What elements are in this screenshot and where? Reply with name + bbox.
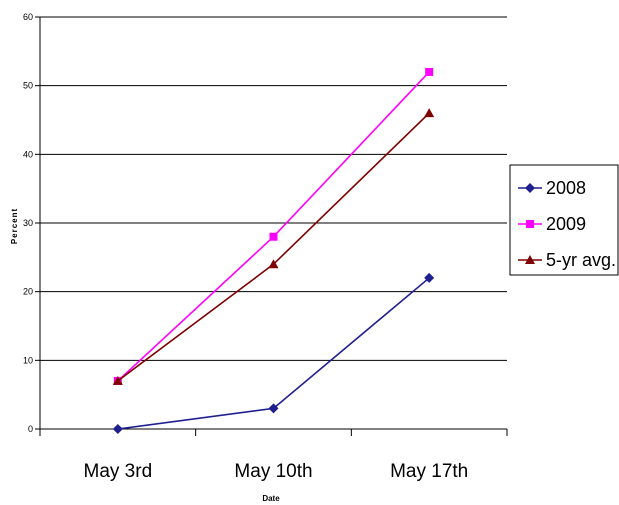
y-tick-label: 20 [23,287,33,297]
legend-label: 5-yr avg. [546,250,616,270]
series-5-yr-avg- [112,108,435,385]
legend-entry: 2009 [518,214,586,234]
legend-entry: 5-yr avg. [518,250,616,270]
point-marker [424,108,435,118]
x-category-label: May 10th [234,461,312,482]
legend-label: 2008 [546,178,586,198]
point-marker [425,67,434,76]
series-line [117,71,430,382]
x-category-label: May 3rd [84,461,153,482]
legend-entry: 2008 [518,178,586,198]
axes [39,17,508,436]
y-tick-label: 10 [23,355,33,365]
point-marker [269,232,278,241]
y-tick-label: 30 [23,218,33,228]
point-marker [112,375,123,385]
legend: 2008 2009 5-yr avg. [509,164,619,276]
point-marker [525,255,535,264]
series-2009 [113,67,434,385]
y-tick-label: 50 [23,81,33,91]
point-marker [525,183,535,193]
series-line [117,112,430,382]
x-axis-label: Date [262,494,280,503]
x-axis-categories: May 3rd May 10th May 17th [84,461,469,482]
point-marker [526,220,534,228]
point-marker [268,403,279,414]
x-category-label: May 17th [390,461,468,482]
gridlines [40,16,507,361]
point-marker [424,272,435,283]
y-axis-ticks: 0 10 20 30 40 50 60 [23,12,40,434]
y-tick-label: 40 [23,149,33,159]
series-group [112,67,435,434]
y-axis-label: Percent [10,208,19,244]
point-marker [268,259,279,269]
series-2008 [112,272,435,434]
y-tick-label: 0 [28,424,33,434]
point-marker [112,424,123,434]
y-tick-label: 60 [23,12,33,22]
legend-label: 2009 [546,214,586,234]
